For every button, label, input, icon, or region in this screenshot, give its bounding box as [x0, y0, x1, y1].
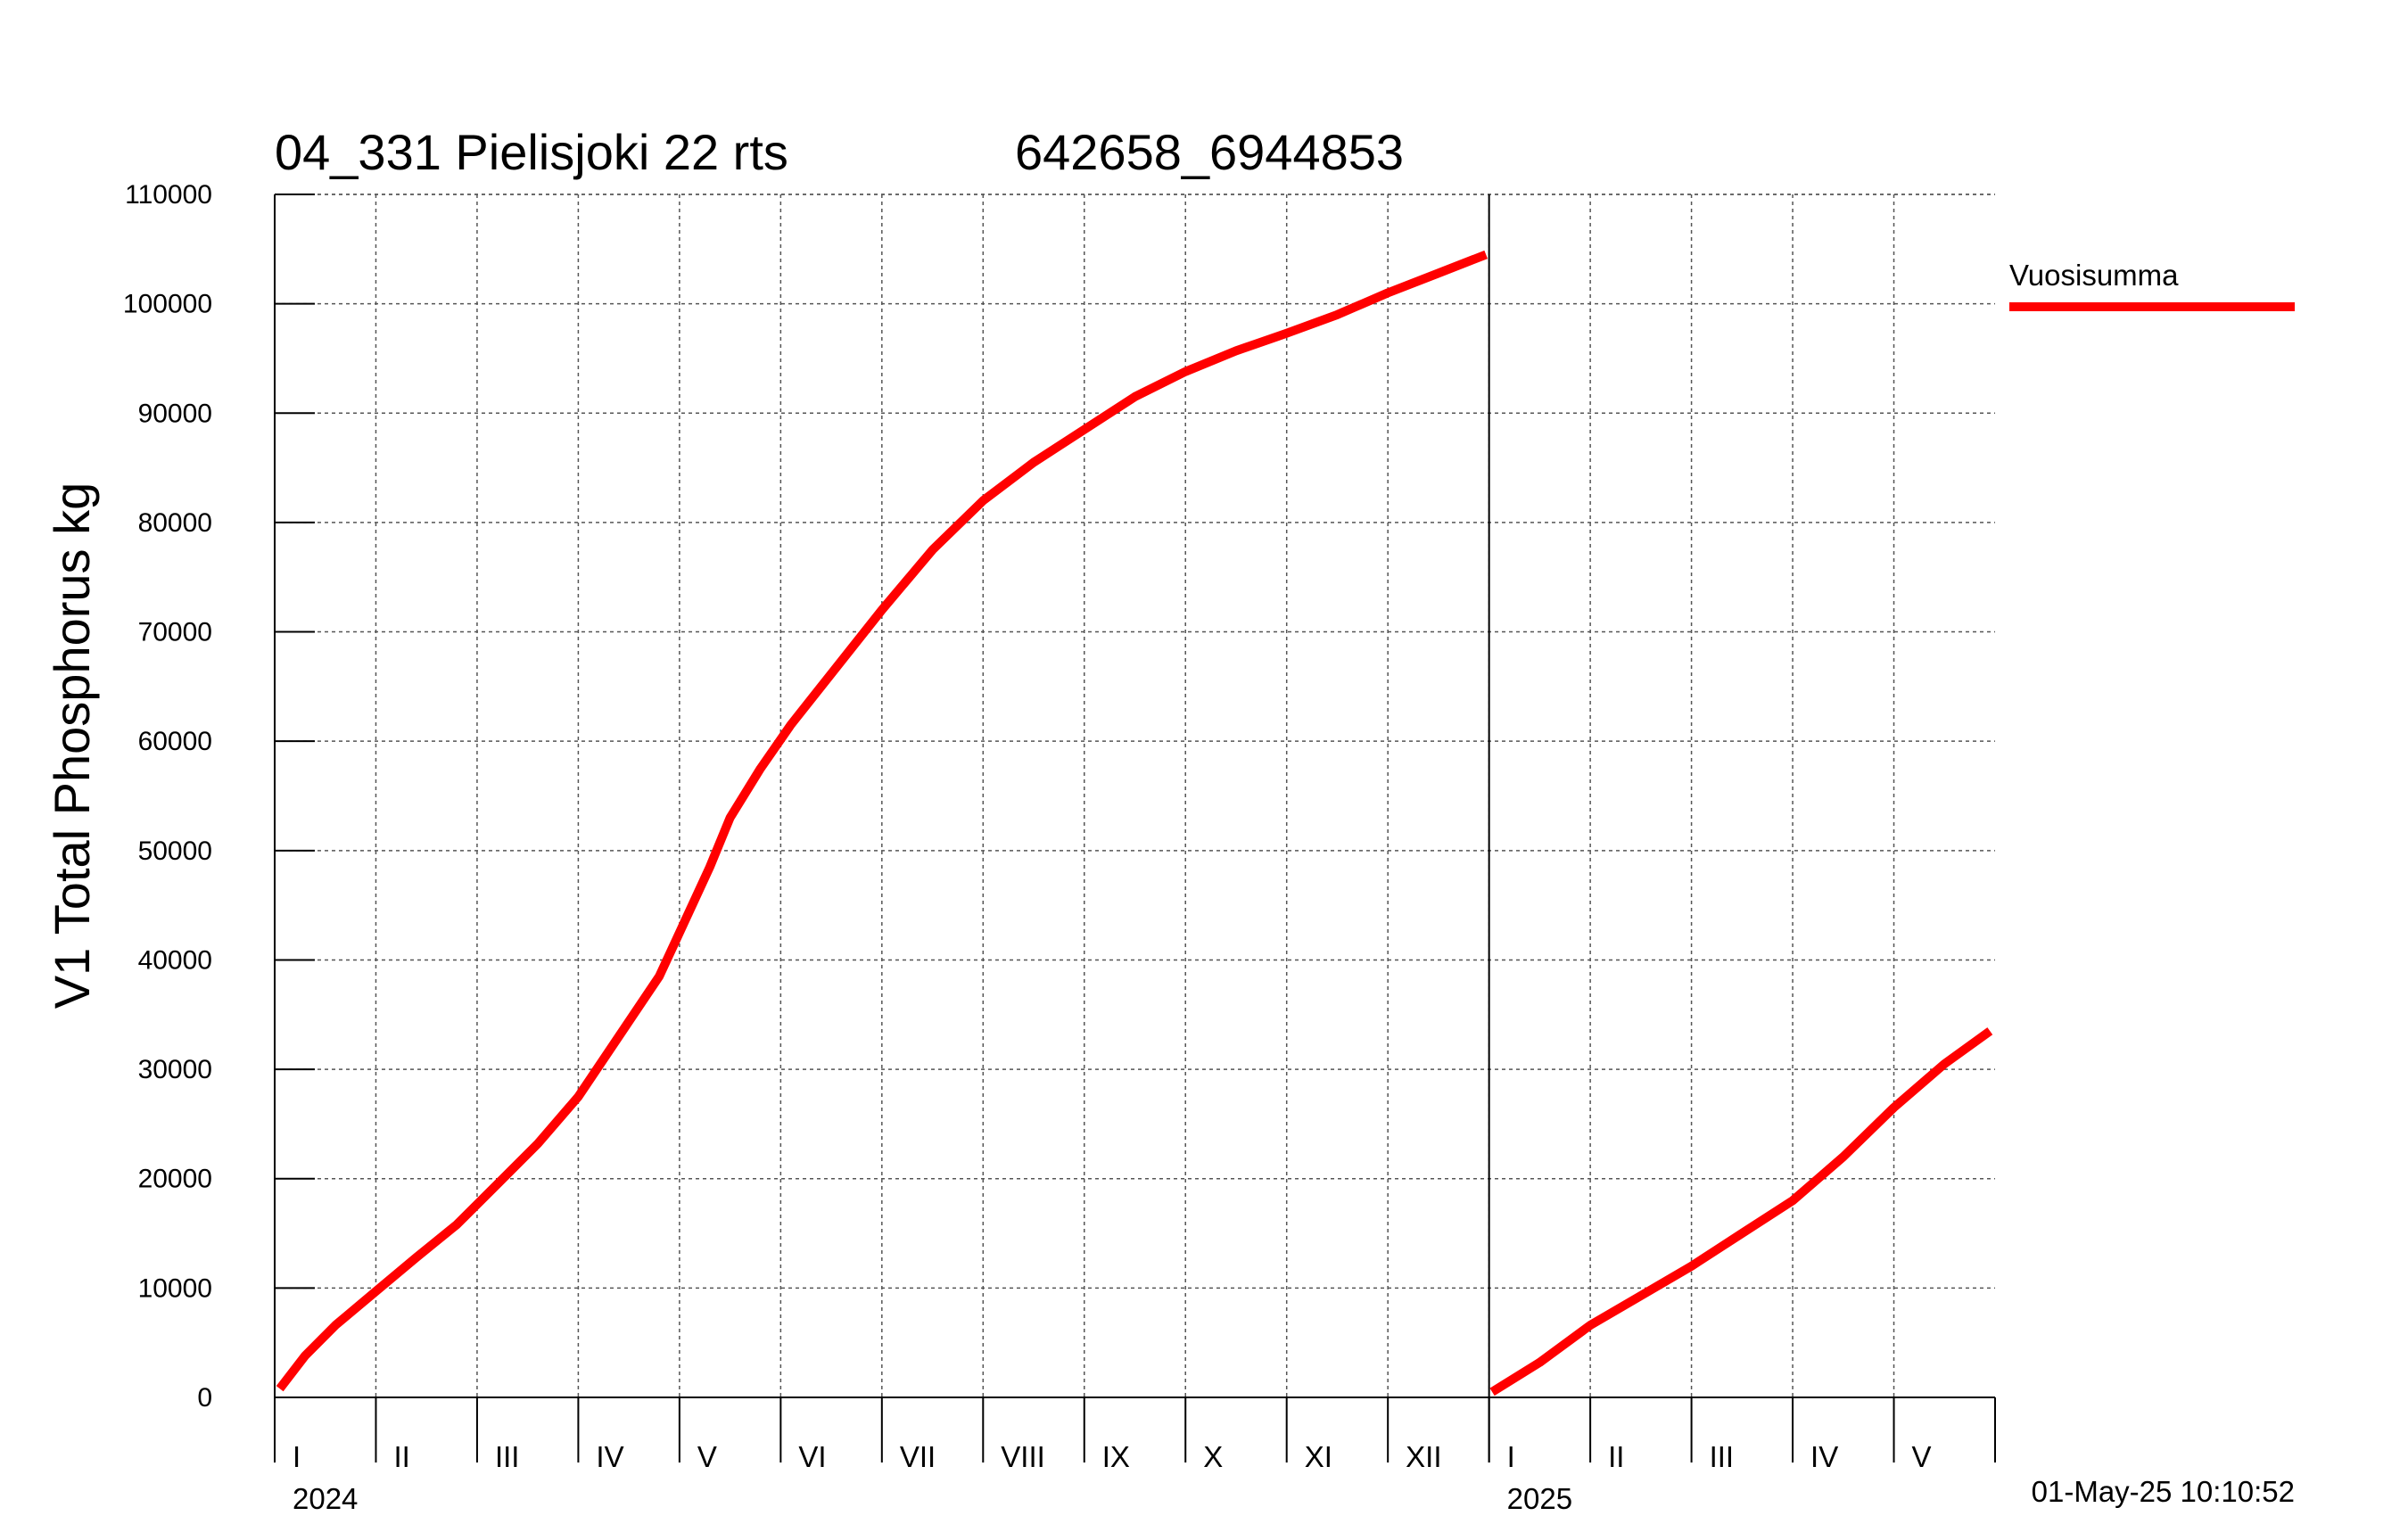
- y-tick-label: 110000: [125, 180, 212, 210]
- year-label: 2025: [1507, 1482, 1572, 1515]
- y-tick-label: 60000: [138, 727, 212, 756]
- month-label: III: [1710, 1440, 1735, 1473]
- y-tick-label: 0: [197, 1383, 212, 1413]
- year-label: 2024: [293, 1482, 358, 1515]
- series-line-segment: [276, 250, 1489, 1392]
- legend-label: Vuosisumma: [2009, 259, 2179, 292]
- month-label: IX: [1102, 1440, 1130, 1473]
- month-label: XII: [1406, 1440, 1441, 1473]
- month-label: X: [1203, 1440, 1223, 1473]
- month-label: I: [1507, 1440, 1515, 1473]
- y-tick-label: 20000: [138, 1165, 212, 1194]
- y-tick-label: 70000: [138, 618, 212, 647]
- y-tick-label: 80000: [138, 508, 212, 538]
- axes: [274, 194, 1996, 1462]
- month-label: II: [393, 1440, 409, 1473]
- month-label: V: [697, 1440, 717, 1473]
- y-tick-label: 100000: [123, 290, 212, 319]
- grid-lines: [275, 194, 1995, 1397]
- timestamp: 01-May-25 10:10:52: [2032, 1475, 2295, 1508]
- series-lines: [276, 250, 1993, 1397]
- month-label: VIII: [1001, 1440, 1045, 1473]
- series-line-segment: [1489, 1027, 1993, 1397]
- month-label: VI: [798, 1440, 826, 1473]
- y-tick-label: 90000: [138, 399, 212, 428]
- month-label: II: [1608, 1440, 1624, 1473]
- y-tick-label: 50000: [138, 836, 212, 866]
- month-label: III: [495, 1440, 520, 1473]
- month-label: IV: [1810, 1440, 1838, 1473]
- month-label: XI: [1305, 1440, 1332, 1473]
- chart-title: 04_331 Pielisjoki 22 rts: [275, 124, 788, 180]
- month-label: I: [293, 1440, 301, 1473]
- y-tick-label: 40000: [138, 945, 212, 975]
- month-label: V: [1912, 1440, 1932, 1473]
- y-tick-label: 30000: [138, 1055, 212, 1084]
- legend: Vuosisumma: [2009, 259, 2295, 311]
- y-tick-label: 10000: [138, 1273, 212, 1303]
- y-axis-label: V1 Total Phosphorus kg: [44, 482, 100, 1009]
- chart-subtitle: 642658_6944853: [1015, 124, 1404, 180]
- month-label: IV: [596, 1440, 623, 1473]
- y-tick-labels: 0 10000 20000 30000 40000 50000 60000 70000 8000…: [123, 180, 212, 1413]
- month-label: VII: [900, 1440, 936, 1473]
